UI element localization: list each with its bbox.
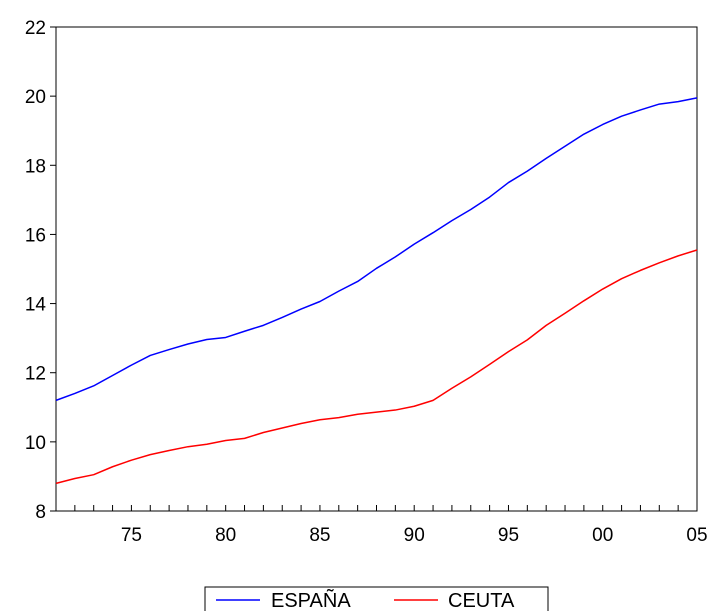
series-line-espana	[55, 97, 698, 402]
series-line-ceuta	[55, 249, 698, 485]
x-tick-label: 75	[121, 525, 142, 546]
y-axis: 8 10 12 14 16 18 20 22	[25, 18, 56, 523]
y-tick-label: 10	[25, 433, 46, 454]
y-tick-label: 8	[35, 502, 46, 523]
x-tick-label: 05	[686, 525, 707, 546]
y-tick-label: 16	[25, 225, 46, 246]
series-lines	[55, 97, 698, 485]
x-tick-label: 00	[592, 525, 613, 546]
y-tick-label: 18	[25, 156, 46, 177]
legend-label-espana: ESPAÑA	[271, 588, 351, 611]
legend-box	[204, 586, 549, 611]
x-axis: 75 80 85 90 95 00 05	[55, 505, 708, 546]
y-tick-label: 12	[25, 364, 46, 385]
legend: ESPAÑA CEUTA	[204, 586, 549, 611]
y-tick-label: 20	[25, 87, 46, 108]
x-tick-label: 95	[498, 525, 519, 546]
x-tick-label: 90	[404, 525, 425, 546]
y-tick-label: 14	[25, 295, 47, 316]
x-tick-label: 80	[215, 525, 236, 546]
x-tick-label: 85	[309, 525, 330, 546]
legend-label-ceuta: CEUTA	[448, 590, 515, 611]
y-tick-label: 22	[25, 18, 46, 39]
